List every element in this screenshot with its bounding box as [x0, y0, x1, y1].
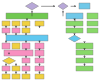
FancyBboxPatch shape — [12, 74, 20, 79]
FancyBboxPatch shape — [76, 58, 93, 63]
FancyBboxPatch shape — [35, 43, 44, 49]
FancyBboxPatch shape — [2, 28, 10, 33]
FancyBboxPatch shape — [22, 66, 30, 71]
FancyBboxPatch shape — [76, 66, 93, 71]
Polygon shape — [26, 2, 38, 10]
FancyBboxPatch shape — [87, 20, 98, 26]
FancyBboxPatch shape — [4, 50, 33, 56]
FancyBboxPatch shape — [12, 20, 20, 26]
FancyBboxPatch shape — [22, 58, 30, 63]
FancyBboxPatch shape — [35, 50, 44, 56]
FancyBboxPatch shape — [87, 13, 98, 19]
FancyBboxPatch shape — [2, 74, 10, 79]
Polygon shape — [58, 3, 68, 10]
Polygon shape — [68, 35, 80, 42]
FancyBboxPatch shape — [22, 28, 30, 33]
FancyBboxPatch shape — [35, 74, 44, 79]
FancyBboxPatch shape — [87, 28, 98, 33]
FancyBboxPatch shape — [66, 20, 83, 26]
FancyBboxPatch shape — [2, 20, 10, 26]
FancyBboxPatch shape — [79, 3, 90, 9]
FancyBboxPatch shape — [22, 20, 30, 26]
Polygon shape — [2, 57, 16, 64]
FancyBboxPatch shape — [35, 66, 44, 71]
FancyBboxPatch shape — [22, 43, 30, 49]
FancyBboxPatch shape — [22, 74, 30, 79]
FancyBboxPatch shape — [12, 43, 20, 49]
FancyBboxPatch shape — [12, 66, 20, 71]
FancyBboxPatch shape — [2, 43, 10, 49]
FancyBboxPatch shape — [66, 28, 83, 33]
FancyBboxPatch shape — [12, 28, 20, 33]
FancyBboxPatch shape — [35, 20, 44, 26]
FancyBboxPatch shape — [2, 66, 10, 71]
FancyBboxPatch shape — [76, 43, 93, 49]
FancyBboxPatch shape — [6, 13, 48, 19]
FancyBboxPatch shape — [35, 58, 44, 63]
FancyBboxPatch shape — [76, 50, 93, 56]
FancyBboxPatch shape — [66, 13, 83, 19]
FancyBboxPatch shape — [6, 35, 48, 41]
